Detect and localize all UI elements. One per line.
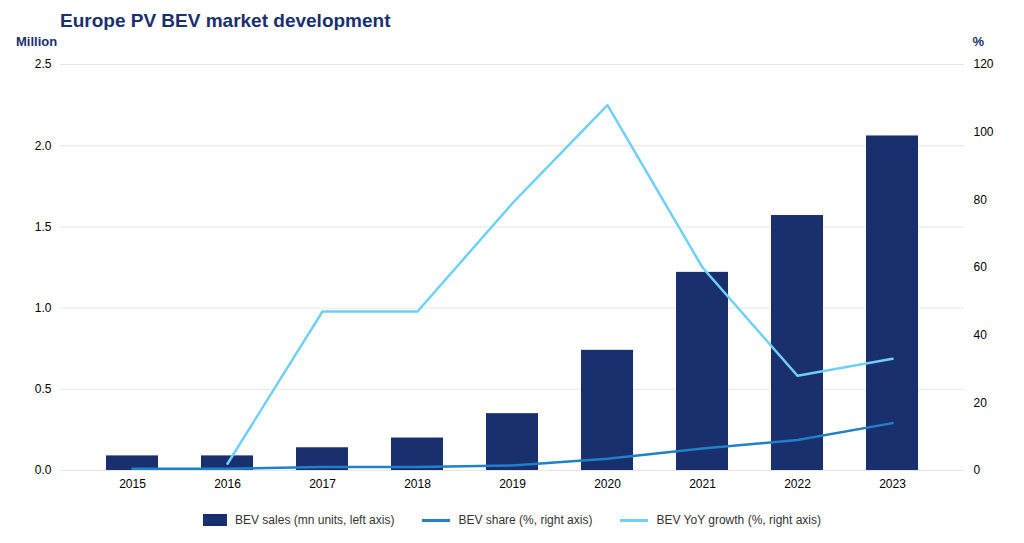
svg-text:2018: 2018 [404,477,431,491]
svg-text:2021: 2021 [689,477,716,491]
svg-text:0.5: 0.5 [35,382,52,396]
svg-text:2020: 2020 [594,477,621,491]
svg-text:2015: 2015 [119,477,146,491]
svg-text:1.0: 1.0 [35,301,52,315]
svg-text:100: 100 [974,125,994,139]
svg-text:0.0: 0.0 [35,463,52,477]
svg-text:2022: 2022 [784,477,811,491]
svg-text:2019: 2019 [499,477,526,491]
svg-text:80: 80 [974,193,988,207]
svg-text:2016: 2016 [214,477,241,491]
svg-text:1.5: 1.5 [35,220,52,234]
svg-text:2023: 2023 [879,477,906,491]
svg-text:20: 20 [974,396,988,410]
html-text:BEV share (%, right axis): BEV share (%, right axis) [458,513,593,527]
svg-text:2.0: 2.0 [35,139,52,153]
html-text:Europe PV BEV market developme: Europe PV BEV market development [60,10,391,31]
svg-text:0: 0 [974,463,981,477]
html-text:BEV sales (mn units, left axis: BEV sales (mn units, left axis) [235,513,395,527]
svg-text:40: 40 [974,328,988,342]
html-text:Million: Million [16,34,58,49]
html-text:BEV YoY growth (%, right axis): BEV YoY growth (%, right axis) [656,513,821,527]
svg-text:120: 120 [974,57,994,71]
svg-text:2.5: 2.5 [35,57,52,71]
svg-text:60: 60 [974,260,988,274]
svg-text:2017: 2017 [309,477,336,491]
